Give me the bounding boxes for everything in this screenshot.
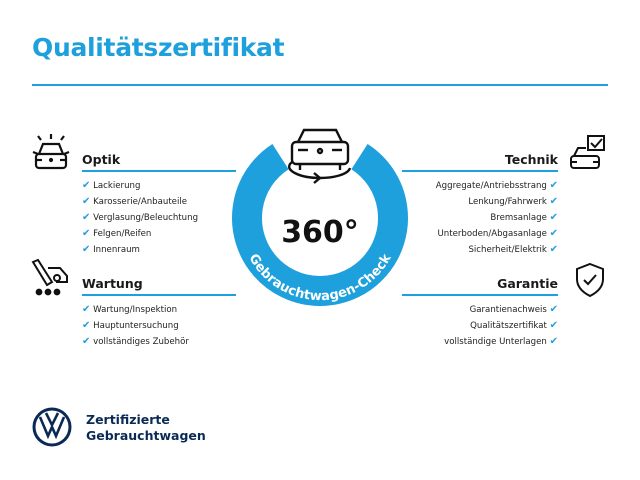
vw-logo xyxy=(32,407,72,447)
badge-ring xyxy=(232,144,408,306)
list-item-label: Lenkung/Fahrwerk xyxy=(468,197,547,207)
check-icon: ✔ xyxy=(82,180,91,191)
check-icon: ✔ xyxy=(82,336,91,347)
check-icon: ✔ xyxy=(82,304,91,315)
list-item-label: Lackierung xyxy=(93,181,141,191)
list-item: Unterboden/Abgasanlage ✔ xyxy=(436,226,559,242)
car-rotate-icon xyxy=(288,128,352,184)
check-icon: ✔ xyxy=(549,244,558,255)
list-item-label: Felgen/Reifen xyxy=(93,229,152,239)
list-item-label: Karosserie/Anbauteile xyxy=(93,197,188,207)
list-item: ✔ Verglasung/Beleuchtung xyxy=(82,210,198,226)
check-icon: ✔ xyxy=(82,228,91,239)
check-icon: ✔ xyxy=(549,336,558,347)
list-item-label: Hauptuntersuchung xyxy=(93,321,179,331)
list-item-label: Garantienachweis xyxy=(469,305,547,315)
check-icon: ✔ xyxy=(549,212,558,223)
check-icon: ✔ xyxy=(549,304,558,315)
list-item: Bremsanlage ✔ xyxy=(436,210,558,226)
list-item: Lenkung/Fahrwerk ✔ xyxy=(436,194,558,210)
list-item-label: Qualitätszertifikat xyxy=(470,321,547,331)
check-icon: ✔ xyxy=(82,320,91,331)
check-icon: ✔ xyxy=(82,196,91,207)
section-divider-wartung xyxy=(82,294,236,296)
list-item: Sicherheit/Elektrik ✔ xyxy=(436,242,558,258)
list-item: ✔ Hauptuntersuchung xyxy=(82,318,189,334)
badge-360: 360° xyxy=(281,215,359,250)
brand-line-2: Gebrauchtwagen xyxy=(86,428,206,443)
title-divider xyxy=(32,84,608,86)
list-item: ✔ Karosserie/Anbauteile xyxy=(82,194,198,210)
list-optik: ✔ Lackierung ✔ Karosserie/Anbauteile ✔ V… xyxy=(82,178,198,258)
check-icon: ✔ xyxy=(549,320,558,331)
list-item: ✔ Felgen/Reifen xyxy=(82,226,198,242)
list-technik: Aggregate/Antriebsstrang ✔ Lenkung/Fahrw… xyxy=(436,178,558,258)
shield-check-icon xyxy=(576,262,604,298)
check-icon: ✔ xyxy=(549,196,558,207)
brand-line-1: Zertifizierte xyxy=(86,412,170,427)
page-title: Qualitätszertifikat xyxy=(32,33,285,62)
check-360-badge: Gebrauchtwagen-Check 360° xyxy=(232,128,408,306)
check-icon: ✔ xyxy=(82,244,91,255)
section-title-technik: Technik xyxy=(504,152,558,167)
list-item: ✔ Lackierung xyxy=(82,178,198,194)
list-item-label: Innenraum xyxy=(93,245,140,255)
brand-text: Zertifizierte Gebrauchtwagen xyxy=(86,412,206,444)
list-item-label: Verglasung/Beleuchtung xyxy=(93,213,199,223)
section-divider-garantie xyxy=(402,294,558,296)
list-item-label: vollständiges Zubehör xyxy=(93,337,189,347)
list-garantie: Garantienachweis ✔ Qualitätszertifikat ✔… xyxy=(444,302,558,350)
section-divider-technik xyxy=(402,170,558,172)
car-lights-icon xyxy=(32,134,70,170)
service-tools-icon xyxy=(31,258,68,296)
section-divider-optik xyxy=(82,170,236,172)
list-item: vollständige Unterlagen ✔ xyxy=(444,334,558,350)
list-item: ✔ Wartung/Inspektion xyxy=(82,302,189,318)
list-item-label: Wartung/Inspektion xyxy=(93,305,178,315)
check-icon: ✔ xyxy=(82,212,91,223)
car-checklist-icon xyxy=(570,135,605,169)
list-item-label: Aggregate/Antriebsstrang xyxy=(435,181,547,191)
section-title-garantie: Garantie xyxy=(497,276,558,291)
list-item: ✔ vollständiges Zubehör xyxy=(82,334,189,350)
section-title-wartung: Wartung xyxy=(82,276,143,291)
list-item: Garantienachweis ✔ xyxy=(444,302,558,318)
list-item-label: Unterboden/Abgasanlage xyxy=(437,229,547,239)
list-wartung: ✔ Wartung/Inspektion ✔ Hauptuntersuchung… xyxy=(82,302,189,350)
list-item: ✔ Innenraum xyxy=(82,242,198,258)
check-icon: ✔ xyxy=(549,180,558,191)
list-item: Qualitätszertifikat ✔ xyxy=(444,318,558,334)
check-icon: ✔ xyxy=(549,228,558,239)
list-item-label: Bremsanlage xyxy=(490,213,547,223)
list-item-label: vollständige Unterlagen xyxy=(444,337,547,347)
section-title-optik: Optik xyxy=(82,152,121,167)
list-item: Aggregate/Antriebsstrang ✔ xyxy=(436,178,558,194)
list-item-label: Sicherheit/Elektrik xyxy=(468,245,547,255)
